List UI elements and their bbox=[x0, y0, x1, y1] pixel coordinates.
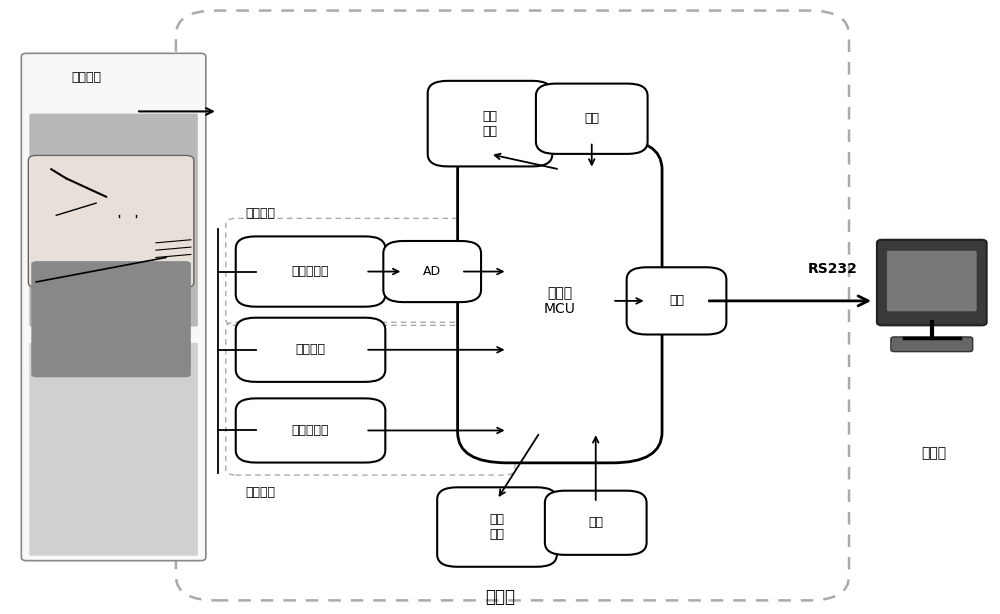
FancyBboxPatch shape bbox=[176, 10, 849, 600]
FancyBboxPatch shape bbox=[236, 317, 385, 382]
FancyBboxPatch shape bbox=[536, 84, 648, 154]
FancyBboxPatch shape bbox=[545, 491, 647, 555]
Text: 单片机
MCU: 单片机 MCU bbox=[544, 286, 576, 316]
FancyBboxPatch shape bbox=[627, 267, 726, 335]
Text: 监测压力: 监测压力 bbox=[246, 206, 276, 220]
Text: 气泵充气: 气泵充气 bbox=[296, 343, 326, 356]
Text: 电源: 电源 bbox=[588, 516, 603, 529]
FancyBboxPatch shape bbox=[877, 239, 987, 325]
FancyBboxPatch shape bbox=[21, 53, 206, 561]
Text: RS232: RS232 bbox=[808, 262, 858, 276]
Text: 按键: 按键 bbox=[584, 112, 599, 125]
Text: 应用端: 应用端 bbox=[485, 588, 515, 607]
Text: 控制压力: 控制压力 bbox=[246, 486, 276, 499]
FancyBboxPatch shape bbox=[383, 241, 481, 302]
FancyBboxPatch shape bbox=[29, 343, 198, 556]
FancyBboxPatch shape bbox=[236, 236, 385, 307]
FancyBboxPatch shape bbox=[458, 139, 662, 463]
FancyBboxPatch shape bbox=[236, 398, 385, 462]
Circle shape bbox=[101, 179, 161, 215]
FancyBboxPatch shape bbox=[887, 251, 977, 311]
FancyBboxPatch shape bbox=[437, 488, 557, 567]
Text: AD: AD bbox=[423, 265, 441, 278]
FancyBboxPatch shape bbox=[31, 261, 191, 377]
Text: 电磁阀放气: 电磁阀放气 bbox=[292, 424, 329, 437]
FancyBboxPatch shape bbox=[428, 81, 552, 166]
Text: 液晶
显示: 液晶 显示 bbox=[483, 110, 498, 138]
Text: 串口: 串口 bbox=[669, 294, 684, 308]
Text: 控制端: 控制端 bbox=[921, 447, 946, 460]
FancyBboxPatch shape bbox=[891, 337, 973, 352]
FancyBboxPatch shape bbox=[28, 155, 194, 287]
Text: 声光
报警: 声光 报警 bbox=[490, 513, 505, 541]
Text: 压力传感器: 压力传感器 bbox=[292, 265, 329, 278]
FancyBboxPatch shape bbox=[29, 114, 198, 327]
Text: 气囊连接: 气囊连接 bbox=[71, 71, 101, 84]
